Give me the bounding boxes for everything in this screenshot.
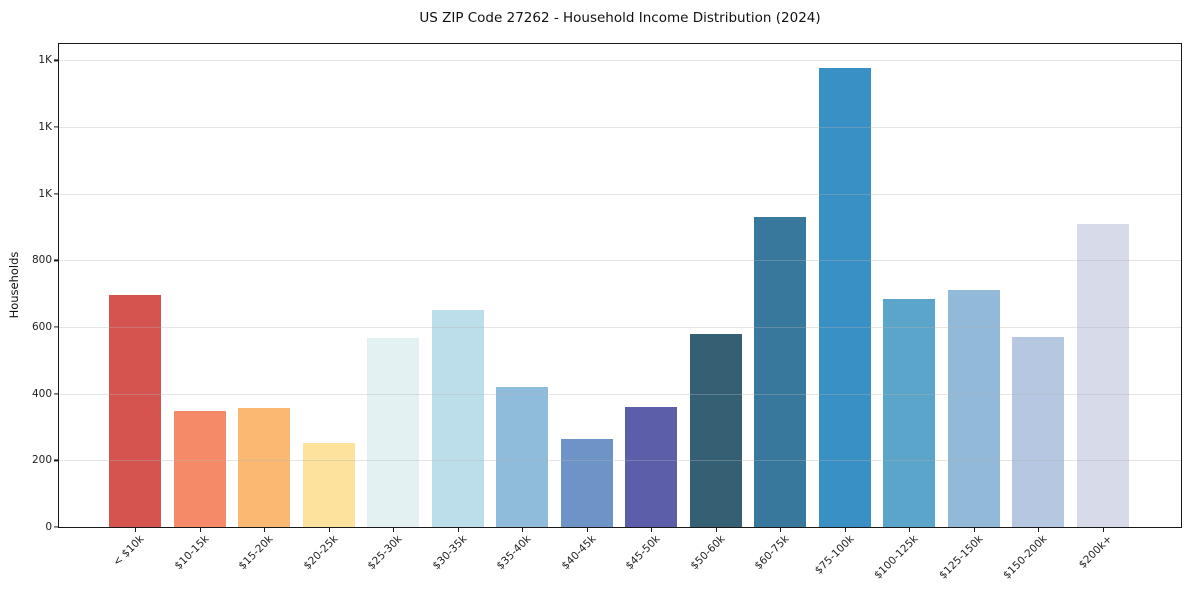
x-tick-mark xyxy=(780,527,782,532)
y-tick-mark xyxy=(54,326,59,328)
plot-area xyxy=(59,44,1181,527)
bar-40-45k xyxy=(560,439,613,527)
bar-60-75k xyxy=(754,217,806,527)
bar-75-100k xyxy=(818,67,871,527)
x-tick-label: $25-30k xyxy=(365,533,405,573)
y-tick-mark xyxy=(54,259,59,261)
bar-10k xyxy=(109,295,161,527)
bar-200k+ xyxy=(1076,224,1129,527)
y-tick-label: 0 xyxy=(45,521,52,533)
x-tick-label: $150-200k xyxy=(1000,533,1050,582)
bar-10-15k xyxy=(173,411,226,527)
x-tick-mark xyxy=(264,527,266,532)
y-tick-mark xyxy=(54,126,59,128)
bar-25-30k xyxy=(367,337,419,527)
bar-35-40k xyxy=(496,387,548,527)
x-tick-label: < $10k xyxy=(110,533,147,569)
y-tick-label: 200 xyxy=(31,454,52,467)
gridline-1000 xyxy=(59,193,1181,195)
x-tick-label: $45-50k xyxy=(623,533,663,573)
y-tick-label: 800 xyxy=(31,254,52,267)
gridline-800 xyxy=(59,260,1181,262)
y-tick-label: 600 xyxy=(31,321,52,333)
x-tick-label: $10-15k xyxy=(171,533,211,573)
x-tick-mark xyxy=(973,527,975,532)
x-tick-mark xyxy=(135,527,137,532)
x-tick-mark xyxy=(844,527,846,532)
x-tick-label: $35-40k xyxy=(494,533,534,573)
x-tick-mark xyxy=(715,527,717,532)
y-tick-mark xyxy=(54,393,59,395)
y-tick-mark xyxy=(54,59,59,61)
bar-125-150k xyxy=(947,290,1000,527)
x-tick-label: $20-25k xyxy=(300,533,340,573)
bar-15-20k xyxy=(238,408,290,527)
x-tick-mark xyxy=(1038,527,1040,532)
x-tick-mark xyxy=(393,527,395,532)
x-tick-label: $50-60k xyxy=(687,533,727,573)
y-tick-mark xyxy=(54,459,59,461)
gridline-400 xyxy=(59,393,1181,395)
y-tick-label: 400 xyxy=(31,387,52,400)
x-tick-label: $100-125k xyxy=(871,533,921,582)
x-tick-label: $15-20k xyxy=(236,533,276,573)
x-tick-label: $40-45k xyxy=(558,533,598,573)
bar-50-60k xyxy=(689,334,742,527)
bar-45-50k xyxy=(625,406,677,527)
y-tick-mark xyxy=(54,193,59,195)
x-tick-mark xyxy=(909,527,911,532)
gridline-1200 xyxy=(59,127,1181,128)
y-tick-label: 1K xyxy=(38,54,52,67)
gridline-1400 xyxy=(59,60,1181,62)
x-tick-label: $75-100k xyxy=(812,533,856,577)
x-tick-label: $30-35k xyxy=(429,533,469,573)
gridline-200 xyxy=(59,460,1181,462)
bar-30-35k xyxy=(431,310,484,527)
x-tick-label: $60-75k xyxy=(752,533,792,573)
x-tick-mark xyxy=(457,527,459,532)
x-tick-mark xyxy=(1102,527,1104,532)
y-tick-label: 1K xyxy=(38,121,52,133)
x-tick-mark xyxy=(328,527,330,532)
bar-150-200k xyxy=(1012,337,1064,527)
y-tick-label: 1K xyxy=(38,187,52,200)
gridline-600 xyxy=(59,327,1181,328)
x-tick-mark xyxy=(522,527,524,532)
x-tick-label: $125-150k xyxy=(936,533,985,582)
bar-20-25k xyxy=(302,442,355,527)
x-tick-label: $200k+ xyxy=(1076,533,1114,571)
y-tick-mark xyxy=(54,526,59,528)
chart-title: US ZIP Code 27262 - Household Income Dis… xyxy=(419,10,821,26)
bar-100-125k xyxy=(883,299,935,527)
x-tick-mark xyxy=(199,527,201,532)
x-tick-mark xyxy=(586,527,588,532)
x-tick-mark xyxy=(651,527,653,532)
